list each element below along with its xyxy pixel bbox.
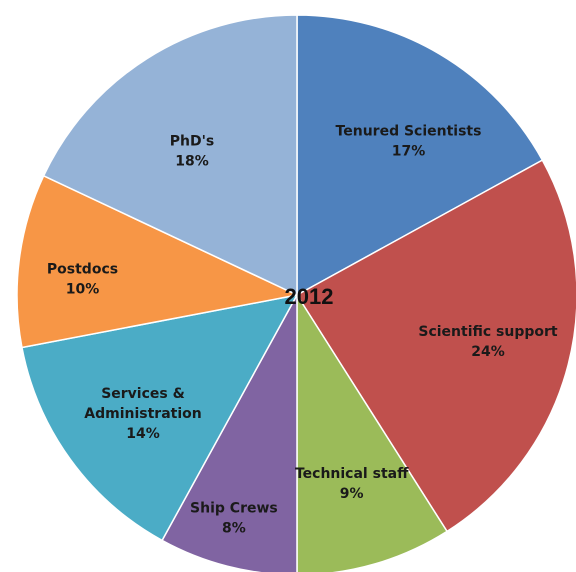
pie-slice-scientific-support (295, 159, 576, 533)
pie-labels: Tenured Scientists 17% Scientific support 2… (47, 123, 558, 536)
chart-title: 2012 (285, 284, 334, 309)
slice-label: PhD's 18% (170, 133, 214, 169)
pie-slice-technical-staff (296, 292, 449, 572)
pie-slice-phd-s (42, 14, 298, 297)
slice-label: Services & Administration 14% (84, 386, 201, 442)
pie-slice-ship-crews (161, 294, 298, 572)
slice-label: Technical staff 9% (295, 466, 409, 502)
pie-slice-services-administration (21, 293, 299, 542)
slice-label: Postdocs 10% (47, 261, 118, 297)
slice-label: Ship Crews 8% (190, 500, 278, 536)
slice-label: Tenured Scientists 17% (336, 123, 482, 159)
pie-slice-postdocs (16, 174, 300, 349)
pie-slice-tenured-scientists (296, 14, 544, 297)
slice-label: Scientific support 24% (418, 324, 558, 360)
pie-slices (16, 14, 576, 572)
